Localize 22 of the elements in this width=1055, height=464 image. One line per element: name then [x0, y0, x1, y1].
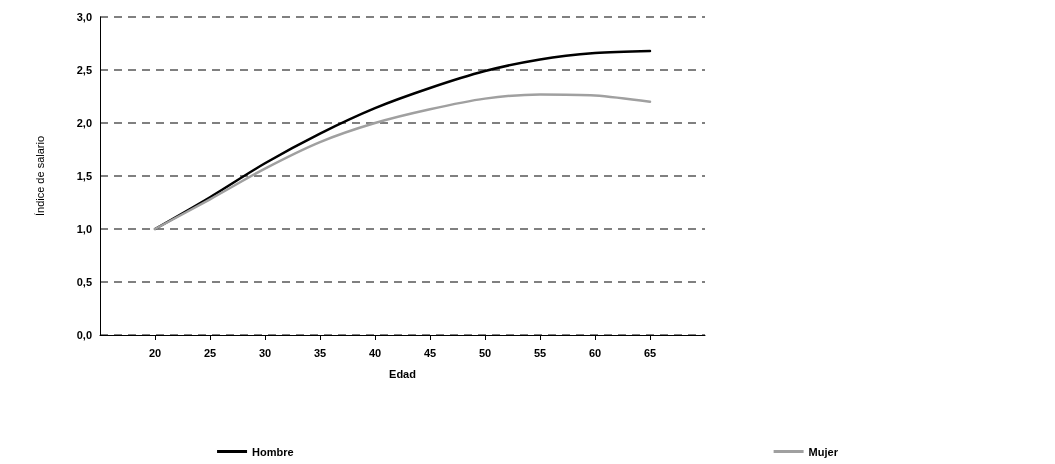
legend-label: Mujer	[808, 445, 839, 458]
x-tick-label: 30	[258, 346, 272, 359]
x-tick-label: 40	[368, 346, 382, 359]
y-axis-title: Índice de salario	[33, 135, 46, 217]
y-tick-label: 2,0	[76, 117, 92, 129]
legend-label: Hombre	[252, 445, 294, 458]
x-axis-title: Edad	[389, 367, 416, 380]
y-tick-label: 2,5	[76, 64, 92, 76]
x-tick-label: 20	[148, 346, 162, 359]
y-tick-label: 0,5	[76, 276, 92, 288]
x-tick-label: 55	[533, 346, 547, 359]
y-tick-label: 0,0	[76, 329, 92, 341]
x-tick-label: 65	[643, 346, 657, 359]
x-tick-label: 45	[423, 346, 437, 359]
x-tick-label: 50	[478, 346, 492, 359]
y-tick-label: 1,0	[76, 223, 92, 235]
line-series	[153, 93, 652, 231]
y-tick-label: 1,5	[76, 170, 92, 182]
y-tick-label: 3,0	[76, 11, 92, 23]
x-tick-label: 25	[203, 346, 217, 359]
x-tick-label: 60	[588, 346, 602, 359]
x-tick-label: 35	[313, 346, 327, 359]
